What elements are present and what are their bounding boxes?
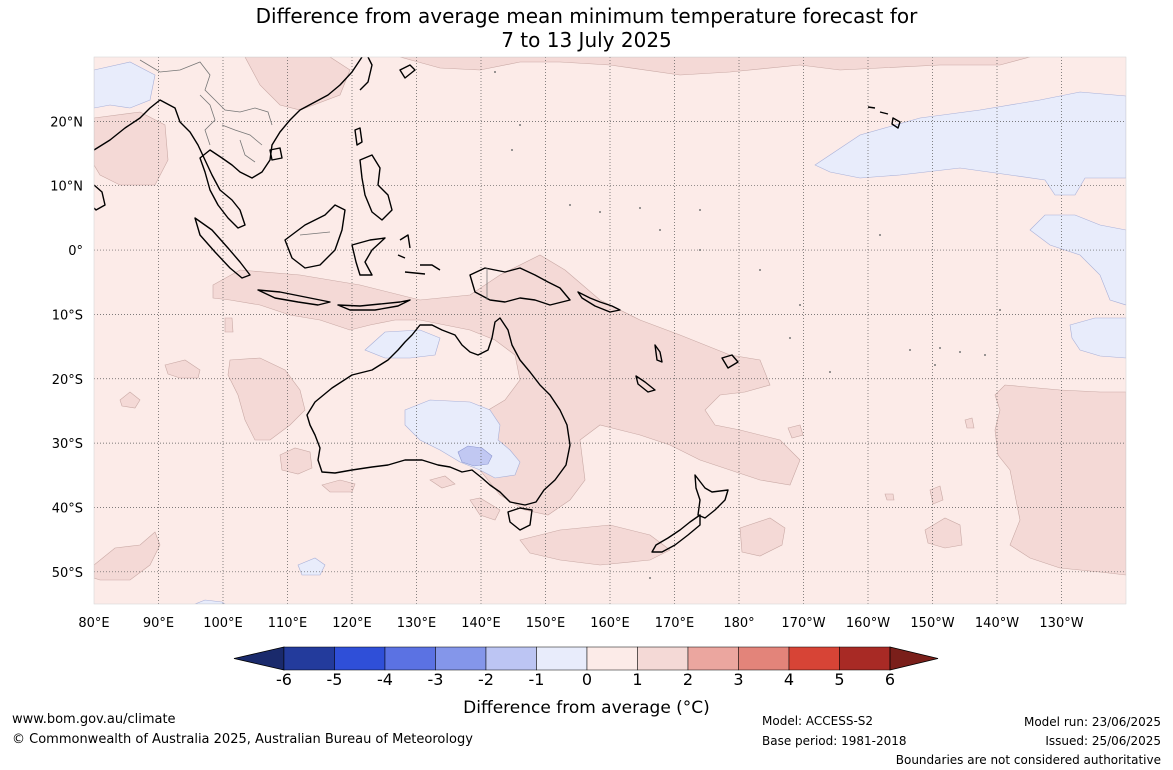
latitude-label: 50°S <box>52 566 83 581</box>
longitude-label: 120°E <box>332 616 372 631</box>
vanuatu-coast <box>654 344 663 363</box>
coastlines <box>94 57 901 553</box>
colorbar-segment <box>485 646 537 671</box>
colorbar-tick-label: -4 <box>377 670 393 689</box>
colorbar-tick-label: -1 <box>528 670 545 689</box>
colorbar-extend-high <box>889 646 939 671</box>
colorbar-tick-label: 6 <box>884 670 896 689</box>
model-run-text: Model run: 23/06/2025 <box>1023 715 1161 729</box>
colorbar-tick-label: -6 <box>276 670 292 689</box>
colorbar-segment <box>536 646 588 671</box>
anomaly-regions <box>94 57 1126 604</box>
plot-frame <box>93 56 1127 605</box>
longitude-label: 160°W <box>846 616 890 631</box>
colorbar-segment <box>687 646 739 671</box>
longitude-label: 150°W <box>910 616 954 631</box>
fiji-coast <box>721 354 739 369</box>
longitude-label: 170°W <box>781 616 825 631</box>
india-coast <box>94 184 106 211</box>
model-text: Model: ACCESS-S2 <box>762 714 874 728</box>
new-zealand-south-coast <box>651 514 701 553</box>
colorbar-tick-label: -5 <box>326 670 343 689</box>
longitude-label: 160°E <box>590 616 630 631</box>
hawaii-coast <box>867 106 901 129</box>
latitude-label: 10°N <box>50 180 83 195</box>
new-caledonia-coast <box>635 375 656 393</box>
colorbar-segment <box>384 646 436 671</box>
colorbar-segment <box>435 646 487 671</box>
disclaimer-text: Boundaries are not considered authoritat… <box>895 753 1161 767</box>
new-guinea-coast <box>469 267 571 306</box>
latitude-label: 20°S <box>52 373 83 388</box>
philippines-coast <box>359 154 393 221</box>
latitude-label: 0° <box>68 244 83 259</box>
colorbar-segment <box>839 646 891 671</box>
lesser-sunda-coast <box>337 299 411 311</box>
country-borders <box>139 59 488 300</box>
longitude-label: 100°E <box>203 616 243 631</box>
cool-anomaly-core <box>457 445 493 467</box>
longitude-label: 180° <box>723 616 754 631</box>
colorbar-tick-label: 5 <box>834 670 845 689</box>
java-coast <box>257 289 331 306</box>
colorbar-segment <box>283 646 335 671</box>
warm-anomaly-regions <box>94 57 1126 581</box>
colorbar <box>233 646 939 671</box>
pacific-atolls <box>494 71 1001 579</box>
latitude-label: 40°S <box>52 501 83 516</box>
solomon-islands-coast <box>577 291 621 313</box>
australia-coast <box>306 317 571 506</box>
borneo-coast <box>284 204 346 269</box>
hainan-coast <box>269 147 283 161</box>
title-line-2: 7 to 13 July 2025 <box>501 28 672 52</box>
asia-mainland-coast <box>94 57 363 229</box>
sulawesi-coast <box>351 237 386 276</box>
taiwan-coast <box>354 127 363 146</box>
longitude-label: 170°E <box>655 616 695 631</box>
colorbar-tick-label: -2 <box>478 670 494 689</box>
colorbar-label: Difference from average (°C) <box>463 698 710 718</box>
borneo-islands-coast <box>397 234 441 275</box>
colorbar-tick-label: 3 <box>733 670 744 689</box>
latitude-label: 30°S <box>52 437 83 452</box>
base-period-text: Base period: 1981-2018 <box>762 734 907 748</box>
latitude-label: 20°N <box>50 115 83 130</box>
colorbar-segment <box>586 646 638 671</box>
longitude-label: 140°W <box>975 616 1019 631</box>
longitude-label: 150°E <box>526 616 566 631</box>
colorbar-segment <box>637 646 689 671</box>
tasmania-coast <box>507 507 533 531</box>
title-line-1: Difference from average mean minimum tem… <box>255 4 918 28</box>
longitude-label: 90°E <box>143 616 174 631</box>
map-title: Difference from average mean minimum tem… <box>0 4 1173 52</box>
longitude-label: 80°E <box>78 616 109 631</box>
longitude-label: 140°E <box>461 616 501 631</box>
sumatra-coast <box>194 217 251 279</box>
latitude-labels: 20°N 10°N 0° 10°S 20°S 30°S 40°S 50°S <box>50 115 83 580</box>
colorbar-extend-low <box>233 646 285 671</box>
longitude-label: 130°E <box>397 616 437 631</box>
map-gridlines <box>94 57 1126 604</box>
copyright-text: © Commonwealth of Australia 2025, Austra… <box>12 732 473 747</box>
colorbar-tick-label: 1 <box>632 670 643 689</box>
issued-text: Issued: 25/06/2025 <box>1045 734 1161 748</box>
colorbar-tick-label: 0 <box>581 670 593 689</box>
colorbar-segment <box>738 646 790 671</box>
latitude-label: 10°S <box>52 308 83 323</box>
website-text: www.bom.gov.au/climate <box>12 712 176 727</box>
longitude-label: 110°E <box>268 616 308 631</box>
colorbar-tick-label: -3 <box>427 670 444 689</box>
colorbar-tick-label: 4 <box>783 670 795 689</box>
longitude-label: 130°W <box>1039 616 1083 631</box>
japan-coast <box>359 57 416 91</box>
colorbar-segment <box>334 646 386 671</box>
cool-anomaly-regions <box>94 61 1126 604</box>
new-zealand-north-coast <box>694 474 729 519</box>
colorbar-segment <box>788 646 840 671</box>
longitude-labels: 80°E 90°E 100°E 110°E 120°E 130°E 140°E 150°E 16… <box>78 616 1083 631</box>
colorbar-tick-label: 2 <box>682 670 694 689</box>
